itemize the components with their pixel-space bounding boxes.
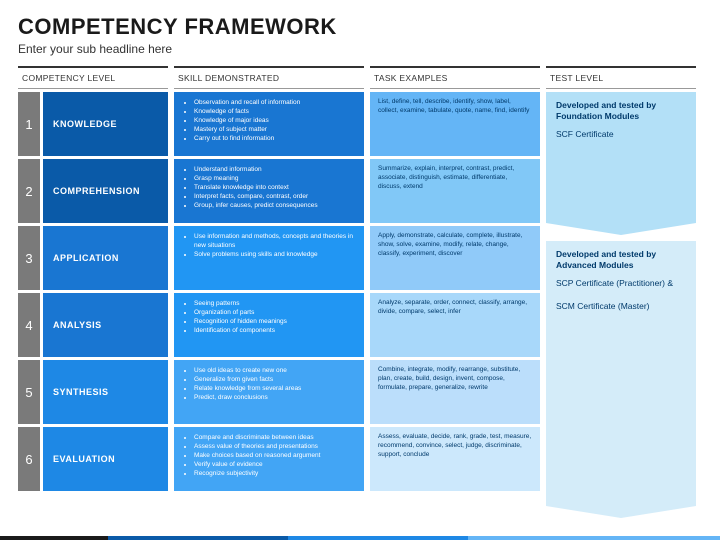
- test-cell: Developed and tested by Foundation Modul…: [546, 92, 696, 223]
- task-cell: Summarize, explain, interpret, contrast,…: [370, 159, 540, 223]
- task-cell: List, define, tell, describe, identify, …: [370, 92, 540, 156]
- level-name: SYNTHESIS: [43, 360, 168, 424]
- level-name: COMPREHENSION: [43, 159, 168, 223]
- skill-cell: Observation and recall of informationKno…: [174, 92, 364, 156]
- level-number: 5: [18, 360, 40, 424]
- col-skill: SKILL DEMONSTRATED Observation and recal…: [174, 66, 364, 521]
- col-task: TASK EXAMPLES List, define, tell, descri…: [370, 66, 540, 521]
- test-text: SCP Certificate (Practitioner) & SCM Cer…: [556, 278, 686, 312]
- level-number: 3: [18, 226, 40, 290]
- level-name: KNOWLEDGE: [43, 92, 168, 156]
- arrow-icon: [546, 506, 696, 518]
- level-row: 4ANALYSIS: [18, 293, 168, 357]
- arrow-icon: [546, 223, 696, 235]
- slide: COMPETENCY FRAMEWORK Enter your sub head…: [0, 0, 720, 540]
- level-number: 2: [18, 159, 40, 223]
- page-subtitle: Enter your sub headline here: [18, 42, 702, 56]
- level-row: 5SYNTHESIS: [18, 360, 168, 424]
- test-bold: Developed and tested by Advanced Modules: [556, 249, 686, 272]
- header-skill: SKILL DEMONSTRATED: [174, 66, 364, 89]
- col-test: TEST LEVEL Developed and tested by Found…: [546, 66, 696, 521]
- page-title: COMPETENCY FRAMEWORK: [18, 14, 702, 40]
- level-row: 3APPLICATION: [18, 226, 168, 290]
- skill-cell: Seeing patternsOrganization of partsReco…: [174, 293, 364, 357]
- level-number: 1: [18, 92, 40, 156]
- level-row: 1KNOWLEDGE: [18, 92, 168, 156]
- level-row: 2COMPREHENSION: [18, 159, 168, 223]
- level-name: ANALYSIS: [43, 293, 168, 357]
- header-level: COMPETENCY LEVEL: [18, 66, 168, 89]
- skill-cell: Compare and discriminate between ideasAs…: [174, 427, 364, 491]
- task-cell: Apply, demonstrate, calculate, complete,…: [370, 226, 540, 290]
- task-cell: Combine, integrate, modify, rearrange, s…: [370, 360, 540, 424]
- skill-cell: Understand informationGrasp meaningTrans…: [174, 159, 364, 223]
- task-cell: Analyze, separate, order, connect, class…: [370, 293, 540, 357]
- header-task: TASK EXAMPLES: [370, 66, 540, 89]
- task-cell: Assess, evaluate, decide, rank, grade, t…: [370, 427, 540, 491]
- level-row: 6EVALUATION: [18, 427, 168, 491]
- level-number: 6: [18, 427, 40, 491]
- level-name: APPLICATION: [43, 226, 168, 290]
- test-cell: Developed and tested by Advanced Modules…: [546, 241, 696, 506]
- skill-cell: Use old ideas to create new oneGeneraliz…: [174, 360, 364, 424]
- test-text: SCF Certificate: [556, 129, 686, 140]
- level-number: 4: [18, 293, 40, 357]
- header-test: TEST LEVEL: [546, 66, 696, 89]
- framework-grid: COMPETENCY LEVEL 1KNOWLEDGE2COMPREHENSIO…: [18, 66, 702, 521]
- col-competency-level: COMPETENCY LEVEL 1KNOWLEDGE2COMPREHENSIO…: [18, 66, 168, 521]
- footer-bar: [0, 536, 720, 540]
- test-bold: Developed and tested by Foundation Modul…: [556, 100, 686, 123]
- level-name: EVALUATION: [43, 427, 168, 491]
- skill-cell: Use information and methods, concepts an…: [174, 226, 364, 290]
